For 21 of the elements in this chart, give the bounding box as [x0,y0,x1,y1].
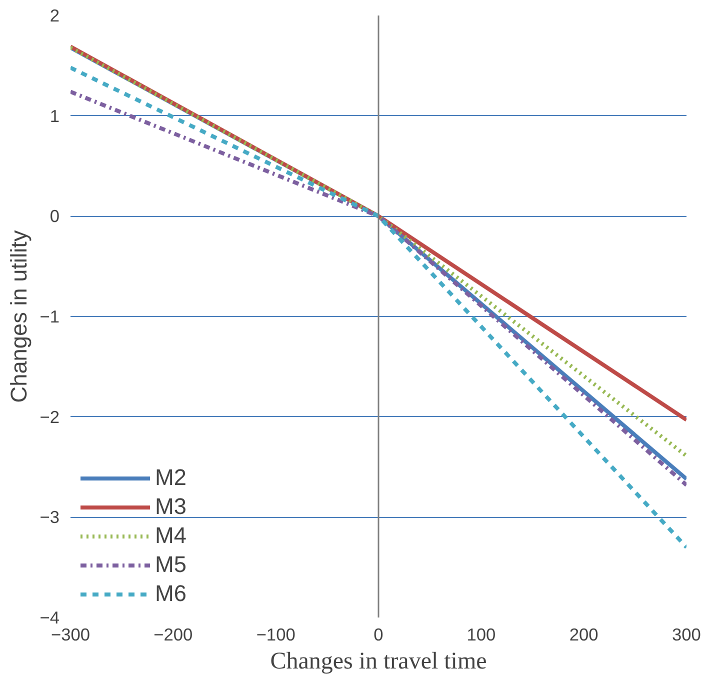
y-tick-label: 2 [50,6,60,26]
x-tick-label: 100 [466,624,496,644]
y-tick-label: −3 [40,507,60,528]
x-tick-label: 200 [569,624,598,644]
x-tick-label: −200 [154,624,193,644]
x-axis-title: Changes in travel time [270,648,487,674]
legend-label: M6 [155,580,186,607]
y-tick-label: −4 [40,608,60,628]
y-tick-label: −2 [40,406,60,427]
y-tick-label: −1 [40,306,60,326]
legend-label: M4 [155,522,186,549]
y-axis-title: Changes in utility [6,230,32,403]
y-tick-label: 1 [50,106,60,126]
legend-label: M2 [155,464,186,491]
x-tick-label: 300 [672,624,701,644]
y-tick-label: 0 [50,206,60,226]
x-tick-label: −100 [256,624,296,644]
legend-label: M3 [155,493,186,520]
x-tick-label: 0 [374,624,384,644]
x-tick-label: −300 [50,624,90,644]
legend-label: M5 [155,551,186,578]
